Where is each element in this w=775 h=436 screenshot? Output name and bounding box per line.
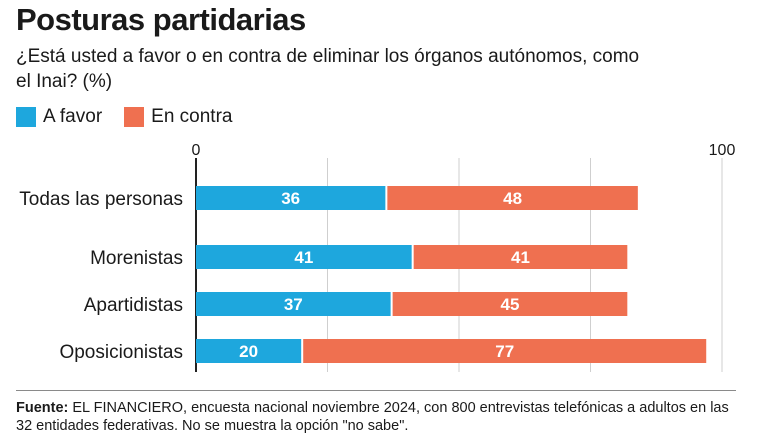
data-label: 48 bbox=[503, 189, 522, 208]
data-label: 45 bbox=[501, 295, 520, 314]
x-tick-label-100: 100 bbox=[709, 142, 736, 159]
category-label: Todas las personas bbox=[19, 189, 183, 210]
legend-swatch-a-favor bbox=[16, 107, 36, 127]
bar-en-contra bbox=[392, 292, 628, 316]
category-label: Morenistas bbox=[90, 248, 183, 269]
bar-a-favor bbox=[196, 339, 302, 363]
data-label: 20 bbox=[239, 342, 258, 361]
data-label: 37 bbox=[284, 295, 303, 314]
legend-item-a-favor: A favor bbox=[16, 106, 102, 128]
data-label: 41 bbox=[511, 248, 530, 267]
legend: A favor En contra bbox=[16, 106, 254, 128]
source-note: Fuente: EL FINANCIERO, encuesta nacional… bbox=[16, 399, 736, 435]
chart-subtitle: ¿Está usted a favor o en contra de elimi… bbox=[16, 46, 640, 92]
bar-a-favor bbox=[196, 292, 391, 316]
legend-item-en-contra: En contra bbox=[124, 106, 232, 128]
bar-chart: 0 100 Todas las personas 36 48 Morenistas 41 41… bbox=[19, 142, 736, 372]
bar-en-contra bbox=[413, 245, 628, 269]
source-text: EL FINANCIERO, encuesta nacional noviemb… bbox=[16, 400, 729, 434]
data-label: 41 bbox=[294, 248, 313, 267]
legend-swatch-en-contra bbox=[124, 107, 145, 127]
bar-a-favor bbox=[196, 186, 386, 210]
data-label: 36 bbox=[281, 189, 300, 208]
category-label: Apartidistas bbox=[84, 295, 183, 316]
data-label: 77 bbox=[495, 342, 514, 361]
chart-title: Posturas partidarias bbox=[16, 2, 306, 37]
footer-divider bbox=[16, 390, 736, 391]
bar-en-contra bbox=[303, 339, 707, 363]
source-label: Fuente: bbox=[16, 400, 69, 416]
bar-a-favor bbox=[196, 245, 412, 269]
category-label: Oposicionistas bbox=[59, 342, 183, 363]
bar-en-contra bbox=[387, 186, 638, 210]
legend-label-a-favor: A favor bbox=[43, 106, 103, 127]
legend-label-en-contra: En contra bbox=[151, 106, 233, 127]
x-tick-label-0: 0 bbox=[192, 142, 201, 159]
